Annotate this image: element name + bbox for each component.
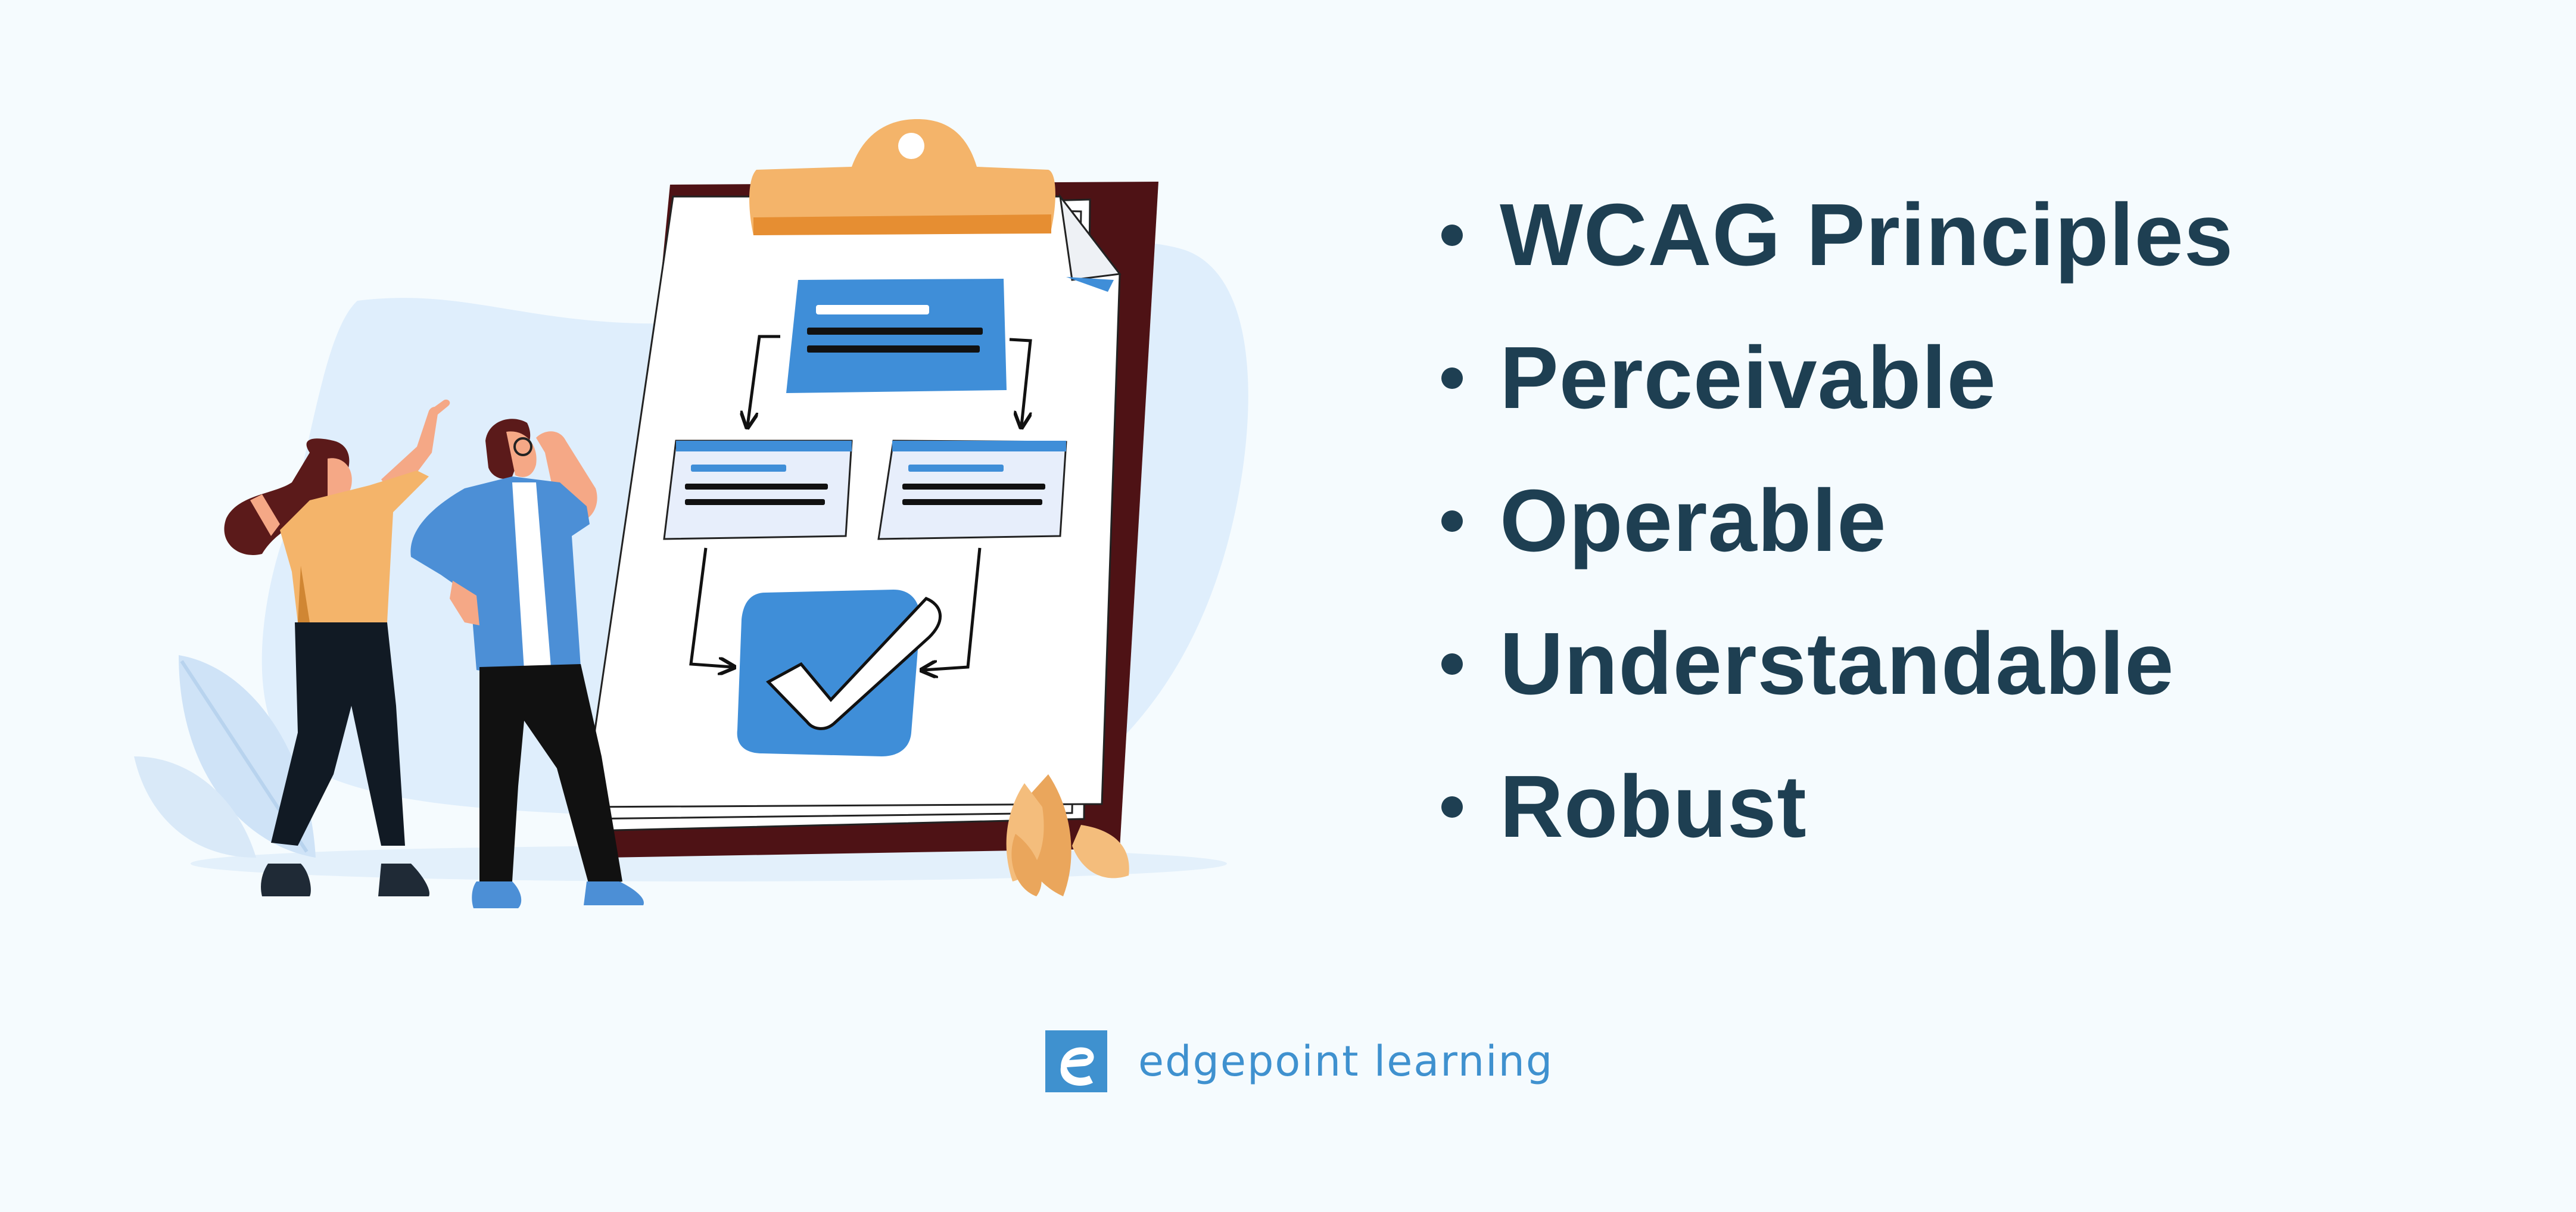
list-item-label: Operable bbox=[1500, 472, 1887, 570]
list-item-label: Robust bbox=[1500, 758, 1807, 856]
list-item: Robust bbox=[1441, 736, 2234, 878]
list-item: Perceivable bbox=[1441, 307, 2234, 450]
list-item-label: Understandable bbox=[1500, 615, 2175, 713]
list-item: Operable bbox=[1441, 450, 2234, 593]
list-item-label: WCAG Principles bbox=[1500, 186, 2234, 284]
clipboard-clip-icon bbox=[749, 119, 1055, 235]
edgepoint-e-logo-icon bbox=[1045, 1030, 1107, 1092]
woman-figure bbox=[224, 399, 450, 896]
flowchart-icon bbox=[663, 279, 1067, 670]
bullet-dot-icon bbox=[1441, 510, 1463, 532]
checkmark-icon bbox=[737, 590, 942, 756]
bullet-dot-icon bbox=[1441, 367, 1463, 389]
orange-leaf-decoration bbox=[1006, 774, 1129, 896]
floor-shadow bbox=[191, 846, 1227, 881]
man-figure bbox=[410, 419, 644, 908]
brand-logo-lockup: edgepoint learning bbox=[1045, 1029, 1553, 1094]
principles-list: WCAG Principles Perceivable Operable Und… bbox=[1441, 164, 2234, 878]
list-item: WCAG Principles bbox=[1441, 164, 2234, 307]
list-item: Understandable bbox=[1441, 593, 2234, 736]
list-item-label: Perceivable bbox=[1500, 329, 1996, 427]
brand-name: edgepoint learning bbox=[1138, 1037, 1554, 1086]
bullet-dot-icon bbox=[1441, 796, 1463, 818]
bullet-dot-icon bbox=[1441, 225, 1463, 246]
bullet-dot-icon bbox=[1441, 653, 1463, 675]
